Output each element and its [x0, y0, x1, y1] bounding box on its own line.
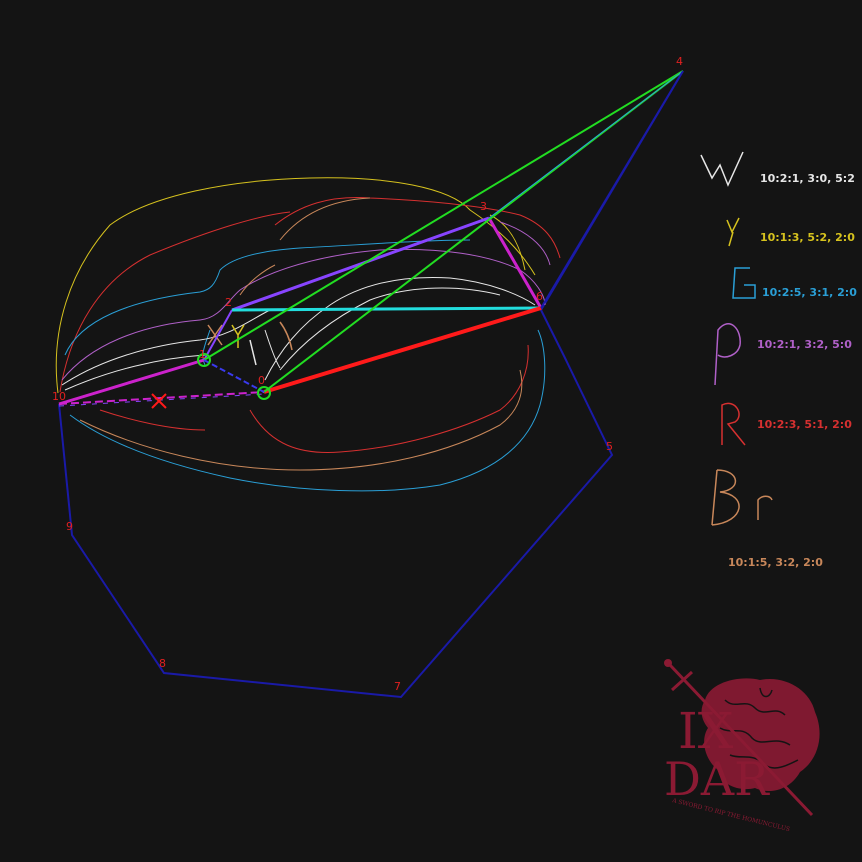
logo-title-dar: DAR — [664, 752, 770, 806]
knot-strands — [55, 177, 561, 492]
legend-glyph-w-icon — [700, 151, 744, 187]
edge-4-6-hull — [540, 70, 684, 309]
node-label-10: 10 — [52, 390, 66, 403]
strand-yellow — [55, 177, 536, 394]
edge-3-4-blue-thin — [488, 70, 684, 219]
legend-text-y: 10:1:3, 5:2, 2:0 — [760, 231, 855, 244]
legend-text-p: 10:2:1, 3:2, 5:0 — [757, 338, 852, 351]
markers — [151, 353, 271, 409]
hull-outline — [58, 70, 684, 699]
strand-white-1 — [61, 309, 271, 386]
edge-3-6-magenta — [487, 217, 543, 309]
strand-red-hook — [99, 409, 206, 431]
ring-marker-icon — [257, 386, 271, 400]
x-mark-icon — [151, 393, 167, 409]
node-label-8: 8 — [159, 657, 166, 670]
strand-white-3 — [264, 277, 536, 381]
strand-brown-upper — [279, 197, 371, 241]
node-label-3: 3 — [480, 200, 487, 213]
edge-1-4-green — [203, 70, 684, 361]
strand-brown-hook — [239, 264, 276, 296]
highlight-edges — [58, 70, 684, 407]
strand-white-4 — [279, 287, 501, 371]
strand-red-mid — [274, 197, 561, 259]
glyph-x-mark — [207, 324, 223, 346]
legend: 10:2:1, 3:0, 5:2 10:1:3, 5:2, 2:0 10:2:5… — [728, 172, 857, 569]
strand-white-5 — [264, 329, 281, 369]
sword-and-brain-icon — [664, 659, 820, 817]
ring-marker-icon — [197, 353, 211, 367]
node-label-7: 7 — [394, 680, 401, 693]
strand-blue-hook — [202, 329, 211, 366]
edge-0-6-red — [263, 306, 542, 394]
ixdar-logo: IX DAR A SWORD TO RIP THE HOMUNCULUS — [664, 659, 820, 833]
node-label-0: 0 — [258, 374, 265, 387]
node-label-5: 5 — [606, 440, 613, 453]
logo-title-ix: IX — [678, 702, 734, 760]
node-label-1: 1 — [199, 348, 206, 361]
legend-glyph-r-icon — [721, 402, 746, 446]
edge-1-0-dashed — [203, 359, 265, 393]
legend-text-br: 10:1:5, 3:2, 2:0 — [728, 556, 823, 569]
glyph-y-mark — [231, 324, 245, 348]
strand-white-2 — [64, 354, 206, 391]
node-labels: 0 1 2 3 4 5 6 7 8 9 10 — [52, 55, 683, 693]
strand-red-low — [249, 344, 529, 453]
node-label-2: 2 — [225, 296, 232, 309]
legend-text-w: 10:2:1, 3:0, 5:2 — [760, 172, 855, 185]
legend-glyph-p-icon — [714, 323, 741, 386]
legend-glyph-g-icon — [732, 267, 756, 299]
node-label-6: 6 — [536, 290, 543, 303]
strand-purple-right — [499, 221, 551, 266]
edge-10-0-dashed-violet — [58, 393, 265, 407]
sword-blade — [668, 663, 814, 817]
glyph-brown-mark — [279, 321, 293, 351]
sword-pommel — [664, 659, 672, 667]
strand-yellow-inner — [489, 214, 526, 271]
center-glyphs — [207, 321, 293, 366]
edge-2-3-violet — [231, 216, 490, 312]
legend-glyph-br-icon — [711, 469, 773, 526]
strand-purple — [61, 248, 546, 381]
strand-blue-upper — [64, 239, 471, 356]
node-label-4: 4 — [676, 55, 683, 68]
legend-glyph-y-icon — [726, 217, 740, 247]
edge-1-2-violet — [203, 309, 233, 361]
node-label-9: 9 — [66, 520, 73, 533]
legend-glyphs — [700, 151, 773, 526]
strand-brown-lower — [79, 369, 523, 471]
strand-blue-lower — [69, 329, 546, 492]
edge-2-6-cyan — [231, 306, 542, 312]
legend-text-r: 10:2:3, 5:1, 2:0 — [757, 418, 852, 431]
legend-text-g: 10:2:5, 3:1, 2:0 — [762, 286, 857, 299]
brain-folds — [719, 687, 799, 769]
edge-10-1-magenta — [58, 358, 205, 406]
glyph-slash-mark — [249, 339, 257, 366]
sword-guard — [670, 670, 694, 692]
brain-icon — [701, 678, 820, 792]
